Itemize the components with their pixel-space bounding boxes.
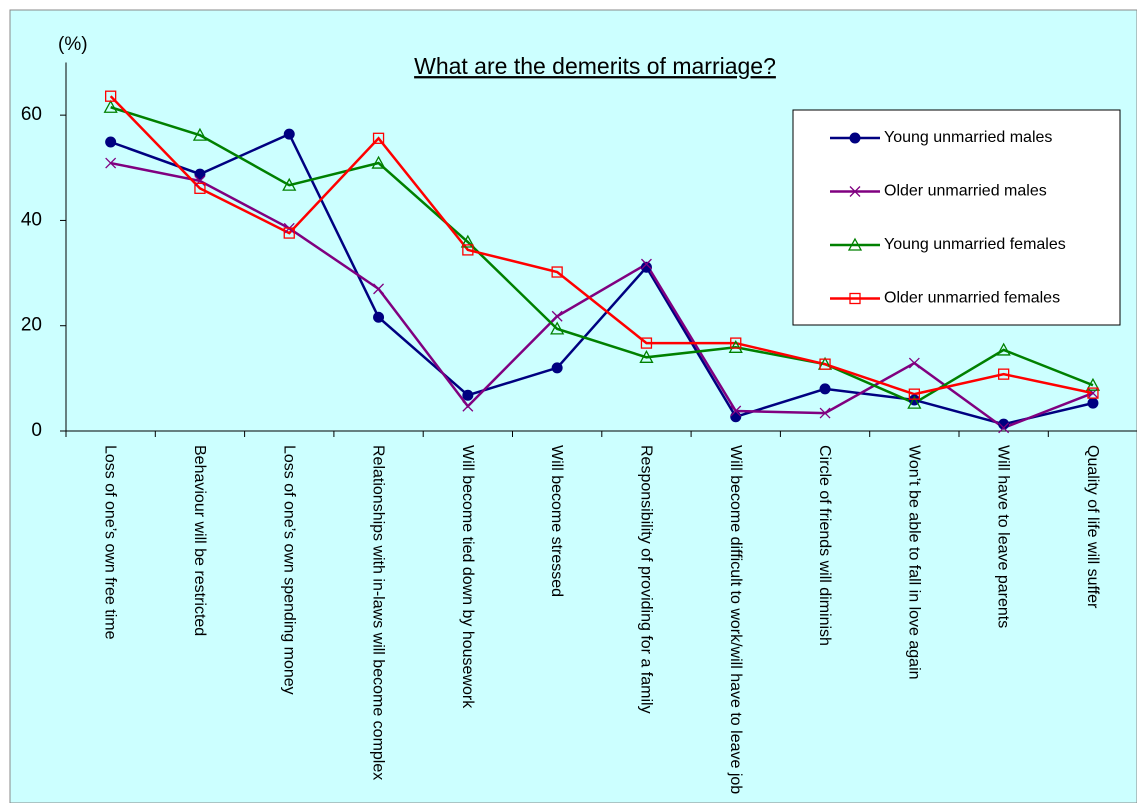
data-point	[462, 400, 474, 412]
data-point	[908, 388, 920, 400]
x-tick-label: Responsibility of providing for a family	[637, 445, 654, 714]
data-point	[551, 266, 563, 278]
data-point	[462, 244, 474, 256]
y-tick-label: 0	[31, 420, 42, 441]
data-point	[194, 182, 206, 194]
data-point	[105, 157, 117, 169]
data-point	[730, 405, 742, 417]
x-tick-label: Loss of one’s own free time	[102, 445, 119, 640]
data-point	[640, 258, 652, 270]
series-line	[109, 95, 1094, 396]
y-axis-label: (%)	[58, 34, 88, 55]
data-point	[372, 132, 385, 144]
x-tick-label: Won’t be able to fall in love again	[905, 445, 922, 680]
data-point	[908, 357, 920, 369]
data-point	[283, 128, 295, 140]
y-tick-label: 20	[21, 315, 42, 336]
data-point	[550, 321, 565, 335]
legend-label: Young unmarried males	[884, 129, 1052, 146]
data-point	[105, 136, 117, 148]
x-tick-label: Behaviour will be restricted	[191, 445, 208, 636]
data-point	[105, 90, 117, 102]
y-tick-label: 60	[21, 104, 42, 125]
legend-label: Older unmarried males	[884, 183, 1047, 200]
x-tick-label: Quality of life will suffer	[1084, 445, 1101, 609]
data-point	[819, 383, 831, 395]
x-tick-label: Will become tied down by housework	[459, 445, 476, 709]
data-point	[996, 342, 1011, 356]
data-point	[819, 358, 831, 370]
legend: Young unmarried males Older unmarried mal…	[792, 109, 1121, 326]
legend-label: Older unmarried females	[884, 290, 1060, 307]
data-point	[192, 127, 208, 141]
data-point	[847, 237, 863, 251]
data-point	[103, 99, 118, 113]
data-point	[1085, 377, 1101, 391]
data-point	[819, 407, 831, 419]
x-tick-label: Loss of one’s own spending money	[280, 445, 297, 695]
legend-label: Young unmarried females	[884, 236, 1066, 253]
y-tick-label: 40	[21, 209, 42, 230]
data-point	[640, 337, 653, 349]
data-point	[462, 389, 474, 401]
data-point	[730, 337, 742, 349]
series-line	[110, 161, 1094, 430]
data-point	[730, 411, 742, 423]
data-point	[551, 310, 563, 322]
data-point	[1087, 387, 1099, 399]
data-point	[640, 261, 652, 273]
chart-title: What are the demerits of marriage?	[414, 53, 776, 79]
legend-box	[792, 109, 1121, 326]
data-point	[849, 132, 861, 144]
data-point	[728, 339, 743, 353]
data-point	[998, 422, 1010, 434]
data-point	[551, 362, 563, 374]
x-tick-label: Will become difficult to work/will have …	[727, 445, 744, 794]
data-point	[998, 418, 1010, 430]
data-point	[998, 368, 1010, 380]
data-point	[371, 155, 386, 169]
data-point	[373, 283, 385, 295]
series-line	[110, 132, 1094, 426]
data-point	[282, 177, 297, 191]
data-point	[194, 168, 206, 180]
x-tick-label: Relationships with in-laws will become c…	[370, 445, 387, 780]
data-point	[907, 395, 922, 409]
x-tick-label: Will have to leave parents	[995, 445, 1012, 628]
x-tick-label: Circle of friends will diminish	[816, 445, 833, 646]
data-point	[194, 175, 206, 187]
data-point	[849, 292, 861, 305]
data-point	[373, 311, 385, 323]
data-point	[639, 349, 654, 363]
data-point	[849, 186, 861, 197]
data-point	[1087, 397, 1099, 409]
data-point	[460, 234, 475, 248]
series-line	[110, 106, 1094, 405]
x-tick-label: Will become stressed	[548, 445, 565, 597]
data-point	[283, 227, 295, 239]
